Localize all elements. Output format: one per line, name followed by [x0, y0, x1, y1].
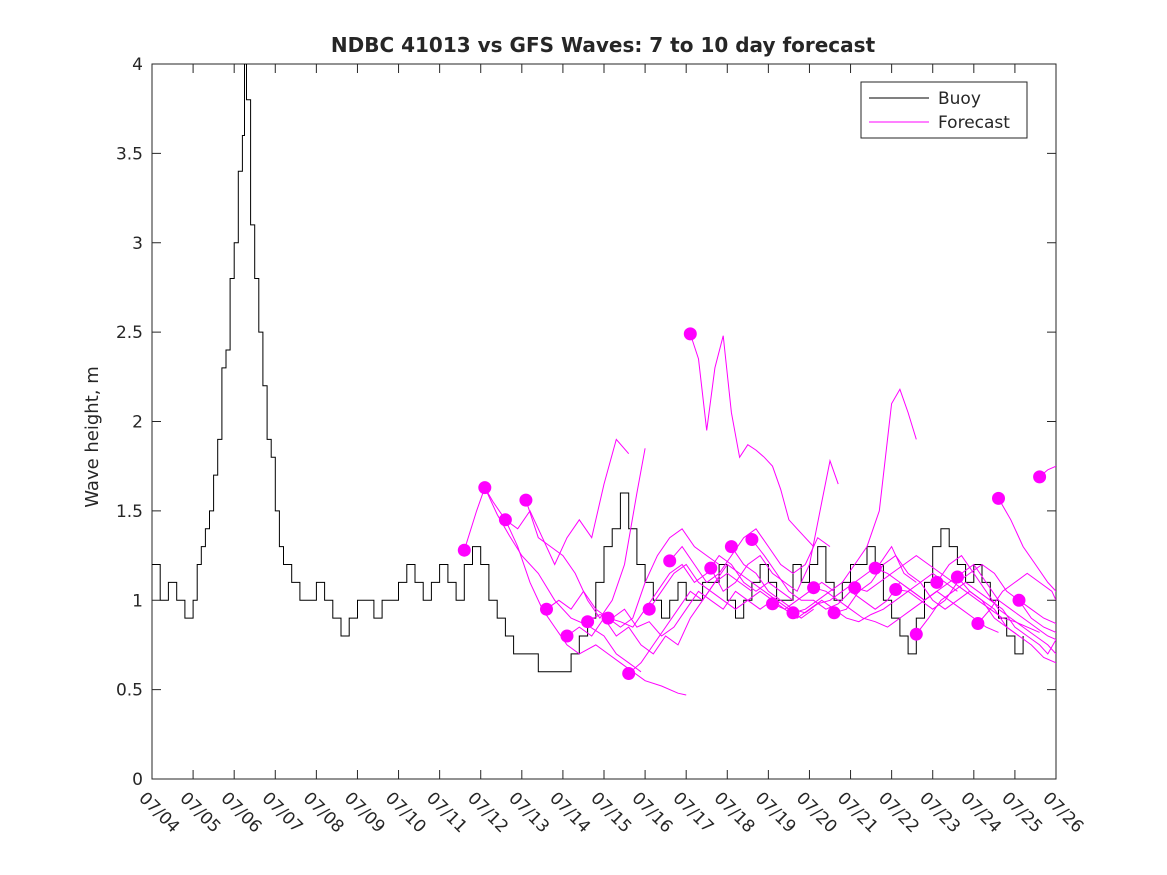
x-tick-label: 07/22 [874, 788, 923, 837]
forecast-start-marker-1 [457, 543, 471, 557]
forecast-line-12 [689, 333, 814, 547]
forecast-start-marker-8 [601, 611, 615, 625]
forecast-start-marker-17 [786, 606, 800, 620]
legend-buoy-label: Buoy [938, 89, 981, 109]
x-tick-label: 07/24 [956, 788, 1005, 837]
x-tick-label: 07/25 [997, 788, 1046, 837]
y-tick-label: 3 [132, 234, 143, 254]
legend-box [860, 81, 1028, 139]
forecast-start-marker-13 [704, 561, 718, 575]
forecast-start-marker-29 [1033, 470, 1047, 484]
x-tick-label: 07/21 [833, 788, 882, 837]
forecast-start-marker-24 [930, 575, 944, 589]
x-tick-label: 07/23 [915, 788, 964, 837]
x-tick-label: 07/16 [628, 788, 677, 837]
y-tick-label: 1 [132, 591, 143, 611]
forecast-start-marker-15 [745, 533, 759, 546]
forecast-line-13 [710, 458, 839, 593]
x-tick-label: 07/19 [751, 788, 800, 837]
x-tick-label: 07/07 [258, 788, 307, 837]
forecast-line-24 [936, 554, 1056, 655]
x-tick-label: 07/09 [340, 788, 389, 837]
forecast-start-marker-21 [868, 561, 882, 575]
forecast-start-marker-12 [683, 327, 697, 341]
forecast-start-marker-14 [724, 540, 738, 554]
x-tick-label: 07/15 [586, 788, 635, 837]
x-tick-label: 07/20 [792, 788, 841, 837]
chart-title: NDBC 41013 vs GFS Waves: 7 to 10 day for… [331, 33, 876, 57]
forecast-start-marker-5 [540, 602, 553, 616]
forecast-line-27 [998, 498, 1056, 592]
forecast-line-6 [566, 572, 753, 655]
forecast-line-5 [546, 528, 720, 628]
forecast-line-22 [895, 563, 1056, 633]
y-tick-label: 0 [132, 770, 143, 790]
forecast-start-marker-2 [478, 481, 492, 495]
legend: Buoy Forecast [860, 81, 1028, 139]
series-group [152, 64, 1056, 696]
buoy-series-line [152, 64, 1024, 673]
y-tick-label: 3.5 [116, 144, 143, 164]
forecast-start-marker-23 [909, 627, 923, 641]
forecast-line-25 [957, 576, 1056, 664]
forecast-start-marker-11 [663, 554, 677, 568]
forecast-start-marker-9 [622, 667, 636, 680]
x-tick-label: 07/12 [463, 788, 512, 837]
y-axis-label: Wave height, m [82, 366, 103, 507]
x-tick-label: 07/18 [710, 788, 759, 837]
y-tick-label: 1.5 [116, 502, 143, 522]
forecast-line-28 [1018, 599, 1056, 624]
x-tick-label: 07/04 [134, 788, 183, 837]
forecast-line-16 [772, 572, 958, 623]
forecast-line-18 [813, 587, 999, 633]
forecast-line-8 [607, 554, 794, 628]
y-tick-label: 2.5 [116, 323, 143, 343]
forecast-line-7 [587, 590, 773, 637]
forecast-start-marker-18 [807, 581, 821, 595]
forecast-line-26 [977, 572, 1056, 624]
forecast-start-marker-7 [581, 615, 595, 629]
forecast-start-marker-10 [642, 602, 656, 616]
forecast-line-23 [915, 581, 1056, 655]
forecast-line-20 [854, 554, 1040, 633]
forecast-start-marker-28 [1012, 593, 1026, 607]
x-tick-label: 07/26 [1038, 788, 1087, 837]
forecast-start-marker-26 [971, 617, 985, 630]
forecast-start-marker-6 [560, 629, 574, 643]
x-tick-label: 07/11 [422, 788, 471, 837]
forecast-start-marker-3 [498, 513, 512, 527]
forecast-line-9 [628, 563, 814, 674]
forecast-line-21 [875, 563, 1056, 641]
forecast-line-17 [792, 388, 917, 614]
forecast-line-4 [525, 448, 646, 619]
forecast-start-marker-20 [848, 581, 862, 595]
forecast-line-3 [505, 438, 630, 566]
plot-frame [151, 63, 1057, 780]
forecast-start-marker-27 [992, 491, 1005, 505]
forecast-line-2 [484, 487, 687, 696]
forecast-start-marker-4 [519, 493, 533, 507]
y-tick-label: 4 [132, 55, 143, 75]
y-axis: 0 0.5 1 1.5 2 2.5 3 3.5 4 [116, 55, 1056, 790]
y-tick-label: 0.5 [116, 681, 143, 701]
forecast-start-marker-16 [766, 597, 779, 611]
forecast-start-marker-22 [889, 583, 903, 596]
legend-forecast-label: Forecast [938, 113, 1010, 133]
plot-area [151, 63, 1057, 780]
y-tick-label: 2 [132, 413, 143, 433]
x-tick-label: 07/13 [504, 788, 553, 837]
x-tick-label: 07/10 [381, 788, 430, 837]
forecast-line-11 [669, 528, 831, 584]
forecast-start-marker-25 [950, 570, 964, 584]
x-tick-label: 07/14 [545, 788, 594, 837]
forecast-line-10 [648, 563, 835, 610]
x-tick-label: 07/05 [176, 788, 225, 837]
forecast-line-19 [833, 554, 1020, 637]
forecast-start-marker-19 [827, 606, 841, 620]
x-tick-label: 07/08 [299, 788, 348, 837]
x-tick-label: 07/06 [217, 788, 266, 837]
x-tick-label: 07/17 [669, 788, 718, 837]
